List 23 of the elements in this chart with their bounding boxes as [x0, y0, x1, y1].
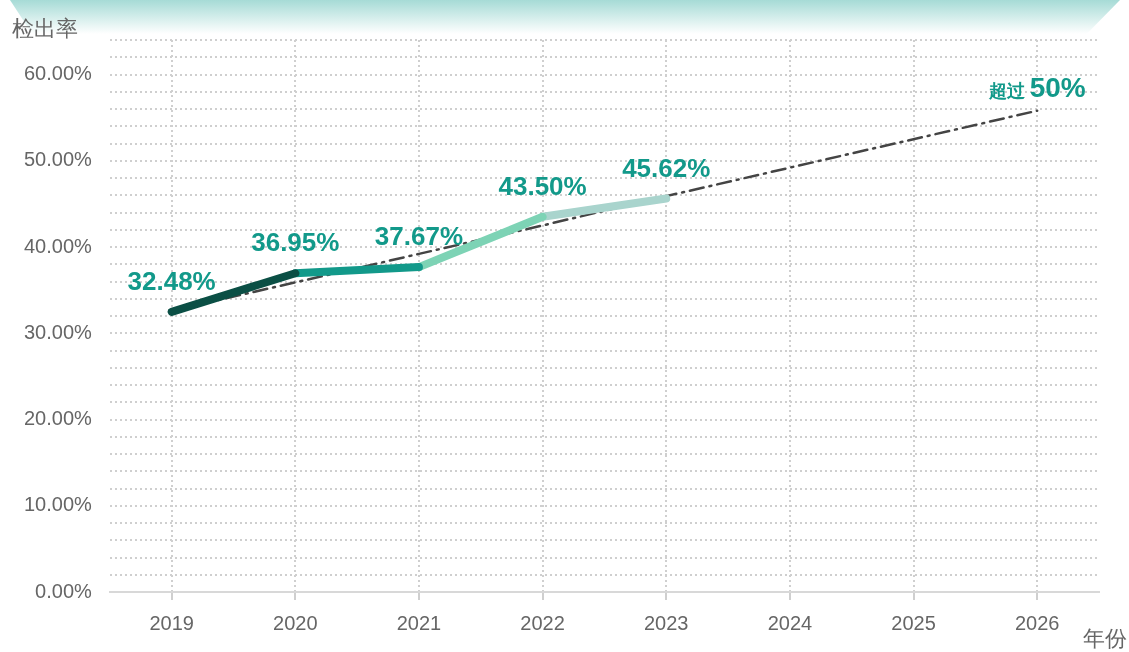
- y-tick-label: 20.00%: [23, 407, 93, 430]
- y-tick-label: 40.00%: [23, 234, 93, 257]
- data-label: 45.62%: [622, 152, 711, 183]
- data-label: 43.50%: [498, 170, 587, 201]
- x-tick-label: 2023: [643, 611, 689, 634]
- y-tick-label: 50.00%: [23, 148, 93, 171]
- x-tick-label: 2025: [891, 611, 936, 634]
- annotation: 超过 50%: [987, 71, 1086, 103]
- y-tick-label: 30.00%: [23, 320, 93, 343]
- data-label: 36.95%: [251, 227, 340, 258]
- data-label: 32.48%: [127, 266, 216, 297]
- y-axis-title: 检出率: [12, 16, 78, 41]
- x-tick-label: 2024: [767, 611, 813, 634]
- x-tick-label: 2022: [520, 611, 565, 634]
- x-tick-label: 2026: [1014, 611, 1060, 634]
- data-label: 37.67%: [374, 221, 464, 252]
- y-tick-label: 0.00%: [35, 579, 93, 602]
- y-tick-label: 10.00%: [23, 493, 93, 516]
- x-tick-label: 2021: [396, 611, 442, 634]
- x-axis-title: 年份: [1083, 626, 1127, 651]
- y-tick-label: 60.00%: [23, 62, 93, 85]
- x-tick-label: 2019: [149, 611, 194, 634]
- x-tick-label: 2020: [273, 611, 318, 634]
